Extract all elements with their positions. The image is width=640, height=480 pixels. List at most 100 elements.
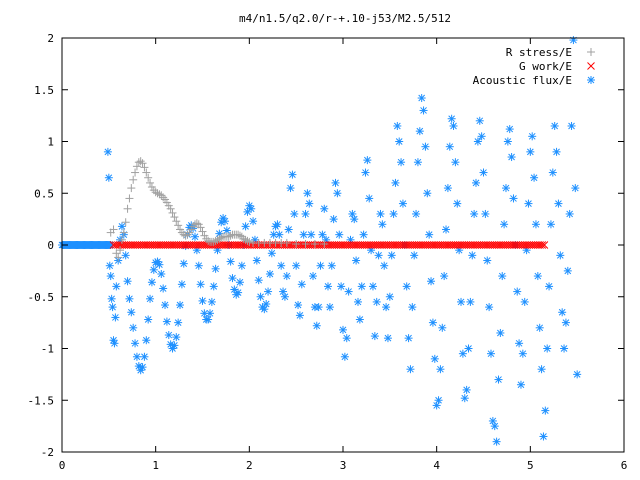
acoustic-flux-point xyxy=(473,137,482,146)
x-tick-label: 5 xyxy=(527,459,534,472)
acoustic-flux-point xyxy=(194,261,203,270)
acoustic-flux-point xyxy=(146,294,155,303)
x-tick-label: 3 xyxy=(340,459,347,472)
acoustic-flux-point xyxy=(479,168,488,177)
acoustic-flux-point xyxy=(436,365,445,374)
r-stress-point xyxy=(123,204,132,213)
acoustic-flux-point xyxy=(104,173,113,182)
acoustic-flux-point xyxy=(108,303,117,312)
acoustic-flux-point xyxy=(539,432,548,441)
r-stress-point xyxy=(196,223,205,232)
acoustic-flux-point xyxy=(415,127,424,136)
y-tick-label: 1.5 xyxy=(34,84,54,97)
acoustic-flux-point xyxy=(524,199,533,208)
acoustic-flux-point xyxy=(383,334,392,343)
acoustic-flux-point xyxy=(275,230,284,239)
r-stress-point xyxy=(245,237,254,246)
acoustic-flux-point xyxy=(290,209,299,218)
acoustic-flux-point xyxy=(353,297,362,306)
acoustic-flux-point xyxy=(282,272,291,281)
r-stress-point xyxy=(224,232,233,241)
acoustic-flux-point xyxy=(234,288,243,297)
acoustic-flux-point xyxy=(460,394,469,403)
y-axis: 2 1.5 1 0.5 0 -0.5 -1 -1.5 -2 xyxy=(28,32,624,459)
acoustic-flux-point xyxy=(142,336,151,345)
acoustic-flux-point xyxy=(391,178,400,187)
acoustic-flux-point xyxy=(312,321,321,330)
acoustic-flux-point xyxy=(449,121,458,130)
acoustic-flux-point xyxy=(470,209,479,218)
r-stress-point xyxy=(213,235,222,244)
acoustic-flux-point xyxy=(387,251,396,260)
series-acoustic-flux xyxy=(58,36,582,446)
acoustic-flux-point xyxy=(265,269,274,278)
acoustic-flux-point xyxy=(191,232,200,241)
acoustic-flux-point xyxy=(509,194,518,203)
acoustic-flux-point xyxy=(129,323,138,332)
r-stress-point xyxy=(114,253,123,262)
acoustic-flux-point xyxy=(209,282,218,291)
acoustic-flux-point xyxy=(174,318,183,327)
acoustic-flux-point xyxy=(477,132,486,141)
acoustic-flux-point xyxy=(571,184,580,193)
acoustic-flux-point xyxy=(520,297,529,306)
r-stress-point xyxy=(157,191,166,200)
acoustic-flux-point xyxy=(434,396,443,405)
acoustic-flux-point xyxy=(318,230,327,239)
acoustic-flux-point xyxy=(125,294,134,303)
legend-acoustic-flux: Acoustic flux/E xyxy=(473,74,595,87)
acoustic-flux-point xyxy=(273,220,282,229)
y-tick-label: 0 xyxy=(47,239,54,252)
acoustic-flux-point xyxy=(149,265,158,274)
acoustic-flux-point xyxy=(560,344,569,353)
acoustic-flux-point xyxy=(537,365,546,374)
acoustic-flux-point xyxy=(541,406,550,415)
acoustic-flux-point xyxy=(558,308,567,317)
acoustic-flux-point xyxy=(297,280,306,289)
acoustic-flux-point xyxy=(314,303,323,312)
acoustic-flux-point xyxy=(198,296,207,305)
acoustic-flux-point xyxy=(286,184,295,193)
acoustic-flux-point xyxy=(204,315,213,324)
r-stress-point xyxy=(310,239,319,248)
y-tick-label: -1.5 xyxy=(28,394,55,407)
acoustic-flux-point xyxy=(501,184,510,193)
acoustic-flux-point xyxy=(307,230,316,239)
acoustic-flux-point xyxy=(498,272,507,281)
acoustic-flux-point xyxy=(228,274,237,283)
acoustic-flux-point xyxy=(147,278,156,287)
acoustic-flux-point xyxy=(262,299,271,308)
acoustic-flux-point xyxy=(372,297,381,306)
acoustic-flux-point xyxy=(329,215,338,224)
acoustic-flux-point xyxy=(526,147,535,156)
acoustic-flux-point xyxy=(486,349,495,358)
acoustic-flux-point xyxy=(443,184,452,193)
r-stress-point xyxy=(211,236,220,245)
acoustic-flux-point xyxy=(543,344,552,353)
acoustic-flux-point xyxy=(546,220,555,229)
acoustic-flux-point xyxy=(496,328,505,337)
acoustic-flux-point xyxy=(303,189,312,198)
g-work-point xyxy=(540,241,549,249)
acoustic-flux-point xyxy=(365,194,374,203)
acoustic-flux-point xyxy=(488,416,497,425)
acoustic-flux-point xyxy=(492,437,501,446)
r-stress-point xyxy=(119,228,128,237)
acoustic-flux-point xyxy=(382,303,391,312)
acoustic-flux-point xyxy=(344,287,353,296)
acoustic-flux-point xyxy=(385,292,394,301)
acoustic-flux-point xyxy=(112,282,121,291)
r-stress-point xyxy=(241,235,250,244)
legend-r-stress: R stress/E xyxy=(506,46,595,59)
acoustic-flux-point xyxy=(389,209,398,218)
r-stress-point xyxy=(131,168,140,177)
acoustic-flux-point xyxy=(464,344,473,353)
acoustic-flux-point xyxy=(207,297,216,306)
acoustic-flux-point xyxy=(110,339,119,348)
y-tick-label: -0.5 xyxy=(28,291,55,304)
acoustic-flux-point xyxy=(428,318,437,327)
acoustic-flux-point xyxy=(123,277,132,286)
acoustic-flux-point xyxy=(335,230,344,239)
